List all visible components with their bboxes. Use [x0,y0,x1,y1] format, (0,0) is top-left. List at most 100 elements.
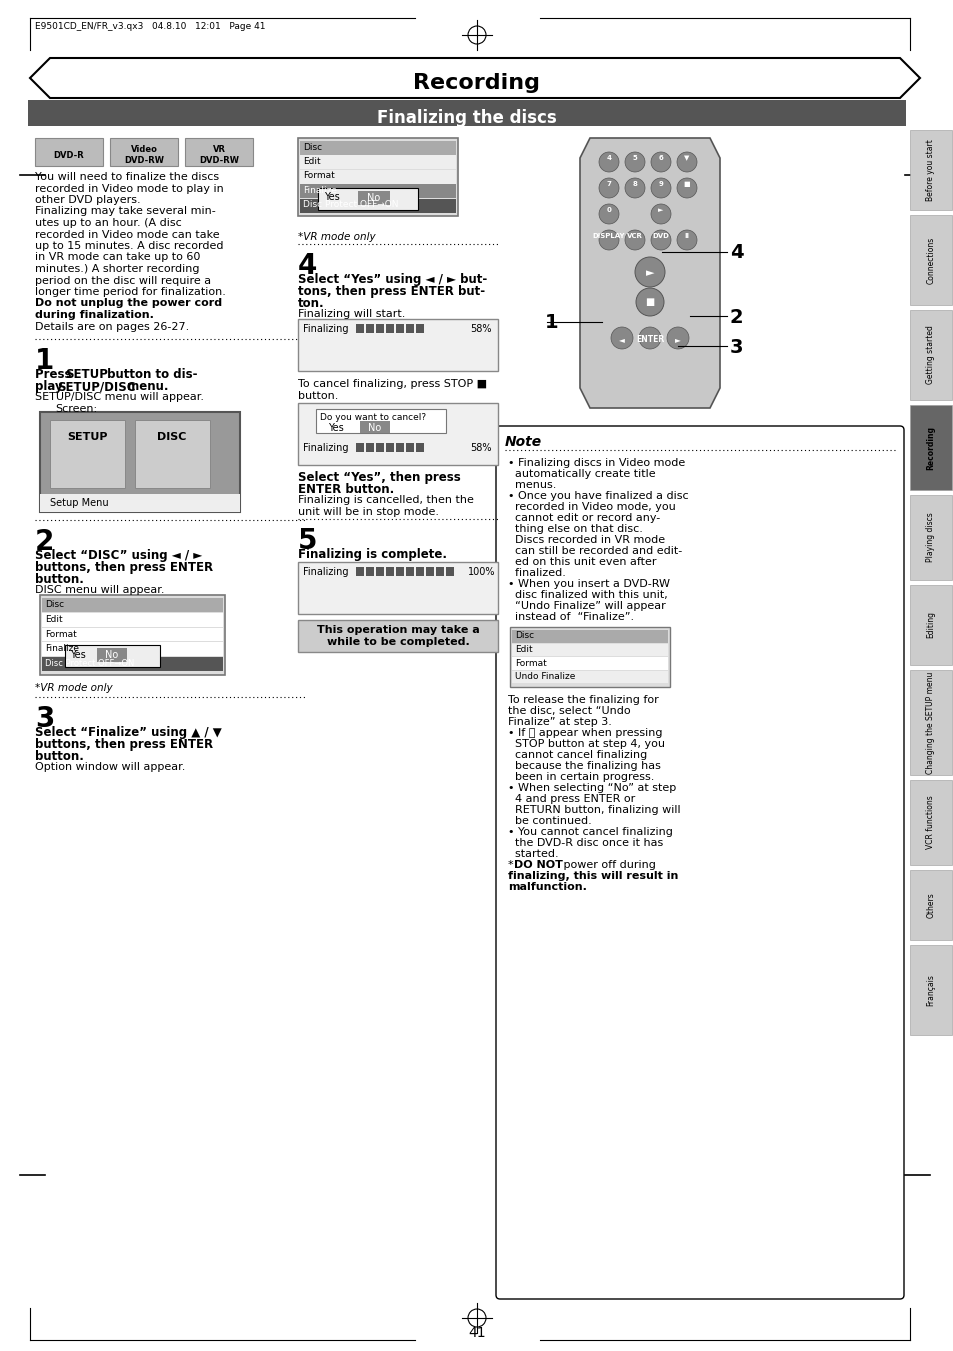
Circle shape [639,327,660,349]
Text: ►: ► [675,335,680,345]
Text: DVD: DVD [652,232,669,239]
Text: Select “DISC” using ◄ / ►: Select “DISC” using ◄ / ► [35,549,202,562]
Text: up to 15 minutes. A disc recorded: up to 15 minutes. A disc recorded [35,240,223,251]
Text: in VR mode can take up to 60: in VR mode can take up to 60 [35,253,200,262]
Bar [65,644,160,667]
Bar [909,405,951,490]
Text: • Once you have finalized a disc: • Once you have finalized a disc [507,490,688,501]
Text: Do you want to cancel?: Do you want to cancel? [319,413,426,422]
Bar [909,309,951,400]
Text: Select “Yes” using ◄ / ► but-: Select “Yes” using ◄ / ► but- [297,273,487,286]
Circle shape [650,230,670,250]
Bar [110,138,178,166]
Text: DISC: DISC [157,432,187,442]
Text: Recording: Recording [925,426,935,470]
Bar [366,324,374,332]
Text: recorded in Video mode to play in: recorded in Video mode to play in [35,184,224,193]
Circle shape [677,153,697,172]
Bar [909,215,951,305]
Bar [406,443,414,453]
Text: Finalizing is cancelled, then the: Finalizing is cancelled, then the [297,494,474,505]
Text: finalizing, this will result in: finalizing, this will result in [507,871,678,881]
Bar [297,620,497,653]
Text: 4: 4 [729,243,742,262]
Circle shape [610,327,633,349]
Bar [299,199,456,212]
Text: button.: button. [35,750,84,763]
Bar [386,443,394,453]
Bar [395,443,403,453]
Bar [510,627,669,688]
Bar [386,567,394,576]
Text: SETUP/DISC menu will appear.: SETUP/DISC menu will appear. [35,392,204,403]
Text: Details are on pages 26-27.: Details are on pages 26-27. [35,322,189,331]
Text: Format: Format [45,630,76,639]
Text: Note: Note [504,435,541,449]
Text: thing else on that disc.: thing else on that disc. [507,524,642,534]
Text: 4: 4 [606,155,611,161]
Bar [446,567,454,576]
Text: To cancel finalizing, press STOP ■: To cancel finalizing, press STOP ■ [297,380,487,389]
Text: can still be recorded and edit-: can still be recorded and edit- [507,546,681,557]
Text: Finalizing is complete.: Finalizing is complete. [297,549,447,561]
Bar [395,567,403,576]
Text: 58%: 58% [470,324,491,334]
Text: ►: ► [645,267,654,278]
Polygon shape [579,138,720,408]
Bar [299,184,456,199]
Bar [436,567,443,576]
Text: Recording: Recording [413,73,540,93]
Text: Finalize: Finalize [303,185,336,195]
Text: DISPLAY: DISPLAY [592,232,624,239]
Text: during finalization.: during finalization. [35,309,153,320]
Circle shape [624,178,644,199]
Text: Edit: Edit [45,615,63,624]
Text: period on the disc will require a: period on the disc will require a [35,276,211,285]
Text: buttons, then press ENTER: buttons, then press ENTER [35,738,213,751]
Circle shape [636,288,663,316]
Text: Finalizing: Finalizing [303,443,348,453]
Circle shape [598,153,618,172]
Text: the DVD-R disc once it has: the DVD-R disc once it has [507,838,662,848]
Text: VR
DVD-RW: VR DVD-RW [199,146,239,165]
Text: 5: 5 [297,527,317,555]
Text: malfunction.: malfunction. [507,882,586,892]
Text: ENTER: ENTER [636,335,663,345]
Text: Format: Format [515,658,546,667]
Bar [395,324,403,332]
Bar [375,324,384,332]
Bar [97,648,127,662]
Text: started.: started. [507,848,558,859]
Text: Setup Menu: Setup Menu [50,499,109,508]
Text: • When selecting “No” at step: • When selecting “No” at step [507,784,676,793]
Bar [355,443,364,453]
Text: ◄: ◄ [618,335,624,345]
Text: disc finalized with this unit,: disc finalized with this unit, [507,590,667,600]
Bar [42,613,223,627]
Bar [42,657,223,671]
Text: Others: Others [925,892,935,917]
Bar [355,567,364,576]
Circle shape [598,178,618,199]
Text: tons, then press ENTER but-: tons, then press ENTER but- [297,285,485,299]
Circle shape [650,153,670,172]
Text: SETUP: SETUP [67,432,107,442]
Bar [28,100,905,126]
Bar [355,324,364,332]
Text: VCR: VCR [626,232,642,239]
Text: • Finalizing discs in Video mode: • Finalizing discs in Video mode [507,458,684,467]
Bar [42,657,223,671]
Text: Connections: Connections [925,236,935,284]
Bar [416,324,423,332]
Bar [185,138,253,166]
Text: 58%: 58% [470,443,491,453]
Text: Finalizing: Finalizing [303,324,348,334]
Circle shape [677,230,697,250]
Text: ▼: ▼ [683,155,689,161]
Text: Yes: Yes [70,650,86,661]
Text: because the finalizing has: because the finalizing has [507,761,660,771]
Text: Video
DVD-RW: Video DVD-RW [124,146,164,165]
Text: ■: ■ [683,181,690,186]
Text: Playing discs: Playing discs [925,512,935,562]
Circle shape [650,204,670,224]
